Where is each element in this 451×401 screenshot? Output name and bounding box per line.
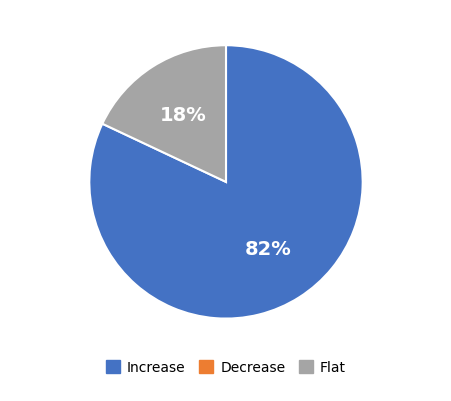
- Wedge shape: [102, 46, 226, 182]
- Text: 18%: 18%: [160, 106, 207, 125]
- Text: 82%: 82%: [244, 240, 291, 259]
- Wedge shape: [89, 46, 362, 319]
- Legend: Increase, Decrease, Flat: Increase, Decrease, Flat: [100, 355, 351, 380]
